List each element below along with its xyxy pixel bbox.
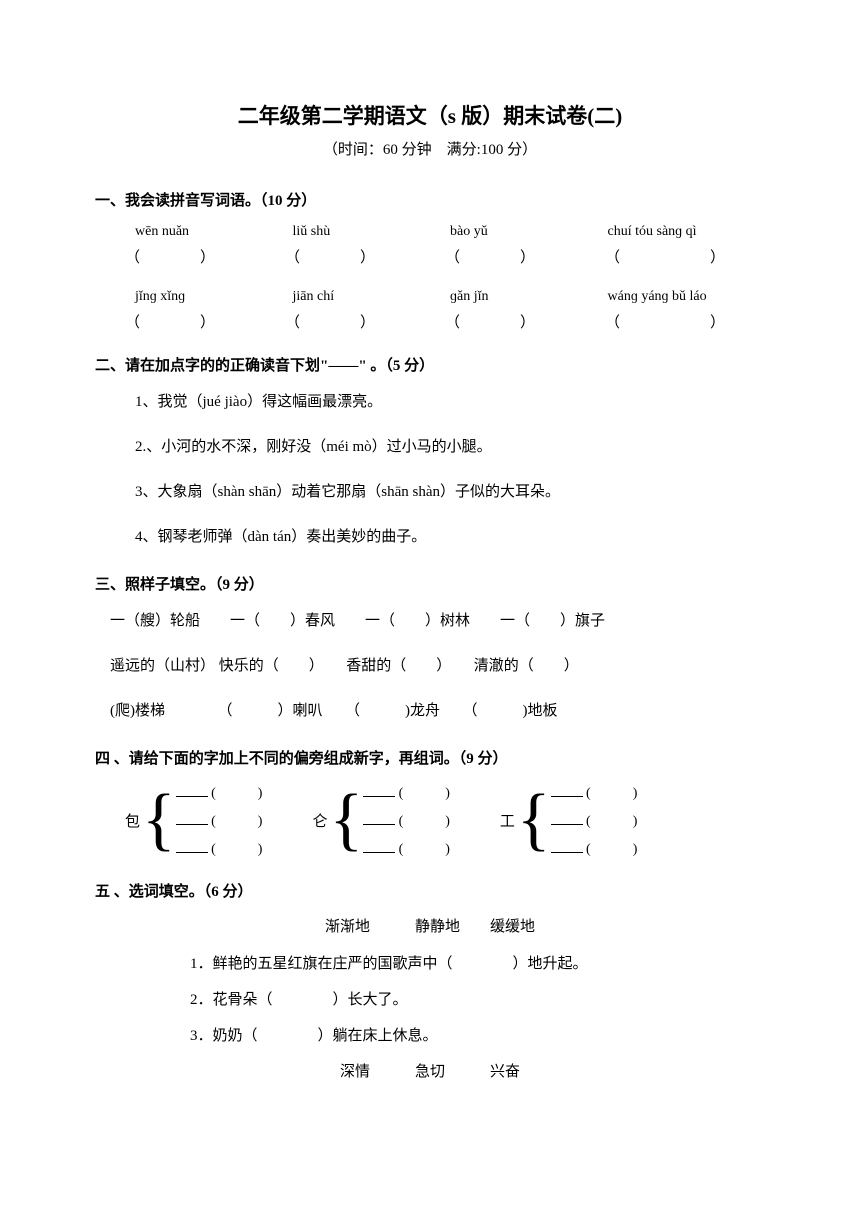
pinyin-cell: jǐnɡ xǐnɡ [135, 289, 293, 305]
paren-cell: （ ） [605, 311, 765, 332]
word-choices: 深情 急切 兴奋 [95, 1060, 765, 1081]
pinyin-cell: wēn nuǎn [135, 224, 293, 240]
fill-line: 一（艘）轮船 一（ ）春风 一（ ）树林 一（ ）旗子 [110, 608, 765, 635]
bracket-item: 工 { ( ) ( ) ( ) [500, 782, 637, 858]
exam-subtitle: （时间：60 分钟 满分:100 分） [95, 138, 765, 159]
curly-brace-icon: { [142, 785, 176, 855]
section1-heading: 一、我会读拼音写词语。（10 分） [95, 189, 765, 210]
pinyin-cell: wánɡ yánɡ bǔ láo [608, 289, 766, 305]
pinyin-cell: bào yǔ [450, 224, 608, 240]
sentence-line: 3．奶奶（ ）躺在床上休息。 [190, 1024, 765, 1048]
paren-cell: （ ） [125, 246, 285, 267]
bracket-lines: ( ) ( ) ( ) [176, 782, 263, 858]
sentence-line: 2．花骨朵（ ）长大了。 [190, 988, 765, 1012]
bracket-item: 包 { ( ) ( ) ( ) [125, 782, 262, 858]
section5-heading: 五 、选词填空。（6 分） [95, 880, 765, 901]
section4-heading: 四 、请给下面的字加上不同的偏旁组成新字，再组词。（9 分） [95, 747, 765, 768]
base-char: 工 [500, 810, 515, 831]
question-line: 2.、小河的水不深，刚好没（méi mò）过小马的小腿。 [135, 434, 765, 461]
paren-row: （ ） （ ） （ ） （ ） [125, 311, 765, 332]
paren-cell: （ ） [285, 311, 445, 332]
pinyin-cell: jiān chí [293, 289, 451, 305]
sentence-line: 1．鲜艳的五星红旗在庄严的国歌声中（ ）地升起。 [190, 952, 765, 976]
paren-cell: （ ） [445, 311, 605, 332]
section3-heading: 三、照样子填空。（9 分） [95, 573, 765, 594]
pinyin-row: wēn nuǎn liǔ shù bào yǔ chuí tóu sànɡ qì [135, 224, 765, 240]
paren-cell: （ ） [445, 246, 605, 267]
curly-brace-icon: { [517, 785, 551, 855]
word-choices: 渐渐地 静静地 缓缓地 [95, 915, 765, 936]
paren-cell: （ ） [125, 311, 285, 332]
pinyin-cell: liǔ shù [293, 224, 451, 240]
question-line: 1、我觉（jué jiào）得这幅画最漂亮。 [135, 389, 765, 416]
exam-title: 二年级第二学期语文（s 版）期末试卷(二) [95, 100, 765, 130]
bracket-lines: ( ) ( ) ( ) [363, 782, 450, 858]
base-char: 包 [125, 810, 140, 831]
paren-cell: （ ） [285, 246, 445, 267]
base-char: 仑 [312, 810, 327, 831]
fill-line: 遥远的（山村） 快乐的（ ） 香甜的（ ） 清澈的（ ） [110, 653, 765, 680]
fill-line: (爬)楼梯 （ ）喇叭 （ )龙舟 （ )地板 [110, 698, 765, 725]
question-line: 3、大象扇（shàn shān）动着它那扇（shān shàn）子似的大耳朵。 [135, 479, 765, 506]
bracket-group: 包 { ( ) ( ) ( ) 仑 { ( ) ( ) ( ) 工 { ( [125, 782, 765, 858]
pinyin-row: jǐnɡ xǐnɡ jiān chí ɡǎn jǐn wánɡ yánɡ bǔ … [135, 289, 765, 305]
pinyin-cell: ɡǎn jǐn [450, 289, 608, 305]
bracket-item: 仑 { ( ) ( ) ( ) [312, 782, 449, 858]
bracket-lines: ( ) ( ) ( ) [551, 782, 638, 858]
question-line: 4、钢琴老师弹（dàn tán）奏出美妙的曲子。 [135, 524, 765, 551]
curly-brace-icon: { [329, 785, 363, 855]
pinyin-cell: chuí tóu sànɡ qì [608, 224, 766, 240]
paren-cell: （ ） [605, 246, 765, 267]
section2-heading: 二、请在加点字的的正确读音下划"——" 。（5 分） [95, 354, 765, 375]
paren-row: （ ） （ ） （ ） （ ） [125, 246, 765, 267]
